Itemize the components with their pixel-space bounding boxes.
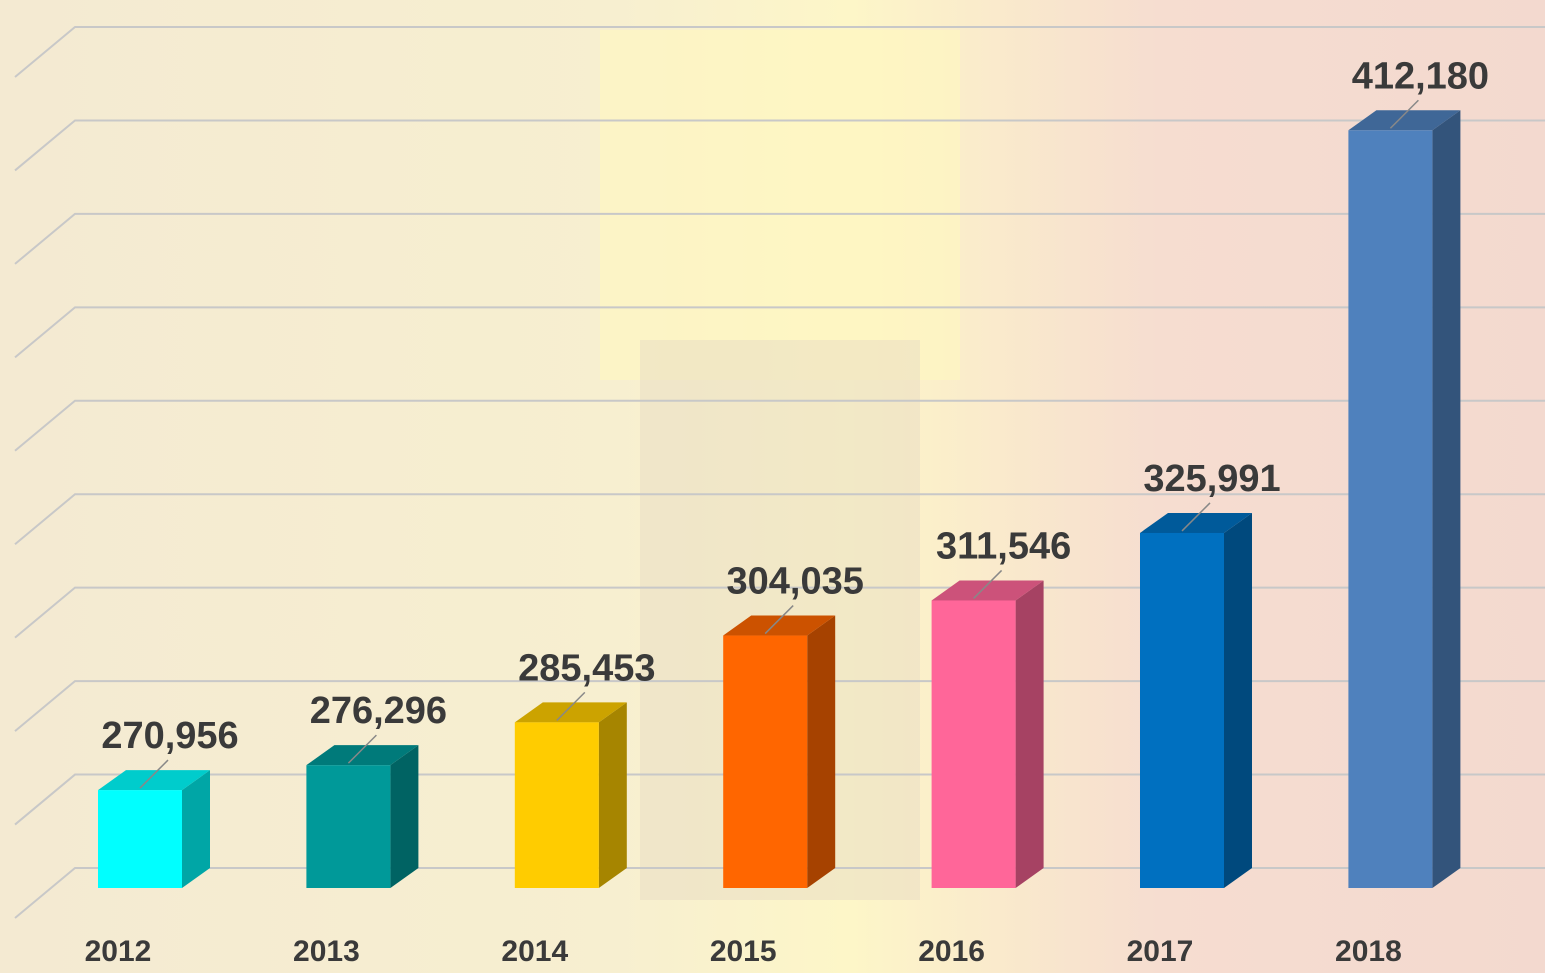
x-tick-label: 2013 <box>293 935 360 968</box>
bar <box>98 790 182 888</box>
grid-line <box>14 306 1545 359</box>
grid-line <box>14 867 1545 919</box>
x-tick-label: 2015 <box>710 935 777 968</box>
bar-top <box>931 580 1044 601</box>
leader-line <box>1389 99 1419 129</box>
bar-top <box>514 702 627 723</box>
bar-side <box>1432 110 1461 888</box>
bar <box>306 765 391 888</box>
bar <box>1348 130 1433 888</box>
bar-top <box>306 745 419 766</box>
value-label: 285,453 <box>518 647 655 689</box>
grid-line <box>14 773 1545 826</box>
bar <box>931 600 1016 888</box>
grid-line <box>14 680 1545 732</box>
x-tick-label: 2016 <box>918 935 985 968</box>
bar-side <box>807 615 836 888</box>
bar-top <box>98 770 210 791</box>
bar <box>1140 532 1224 888</box>
bar-top <box>1140 512 1252 533</box>
bar-side <box>390 745 419 888</box>
x-tick-label: 2017 <box>1127 935 1194 968</box>
bar-top <box>723 615 836 636</box>
value-label: 270,956 <box>101 715 238 757</box>
bar-side <box>598 702 627 888</box>
bar <box>723 635 808 888</box>
bar-side <box>1224 512 1252 888</box>
leader-line <box>764 605 794 635</box>
grid-line <box>14 212 1545 265</box>
leader-line <box>1181 502 1211 532</box>
bar-top <box>1348 110 1461 131</box>
x-tick-label: 2014 <box>501 935 568 968</box>
background-shape <box>600 30 960 380</box>
grid-line <box>14 493 1545 545</box>
x-tick-label: 2012 <box>85 935 152 968</box>
bar <box>514 722 599 888</box>
leader-line <box>347 734 377 764</box>
value-label: 325,991 <box>1143 458 1280 500</box>
leader-line <box>139 759 169 789</box>
value-label: 311,546 <box>936 525 1071 567</box>
grid-line <box>14 119 1545 172</box>
value-label: 304,035 <box>727 561 864 603</box>
grid-line <box>14 399 1545 452</box>
bar-side <box>1015 580 1044 888</box>
grid-line <box>14 26 1545 78</box>
leader-line <box>973 569 1003 599</box>
value-label: 412,180 <box>1352 55 1489 97</box>
bar-side <box>182 770 210 888</box>
grid-line <box>14 586 1545 639</box>
leader-line <box>556 691 586 721</box>
x-tick-label: 2018 <box>1335 935 1402 968</box>
value-label: 276,296 <box>310 690 447 732</box>
